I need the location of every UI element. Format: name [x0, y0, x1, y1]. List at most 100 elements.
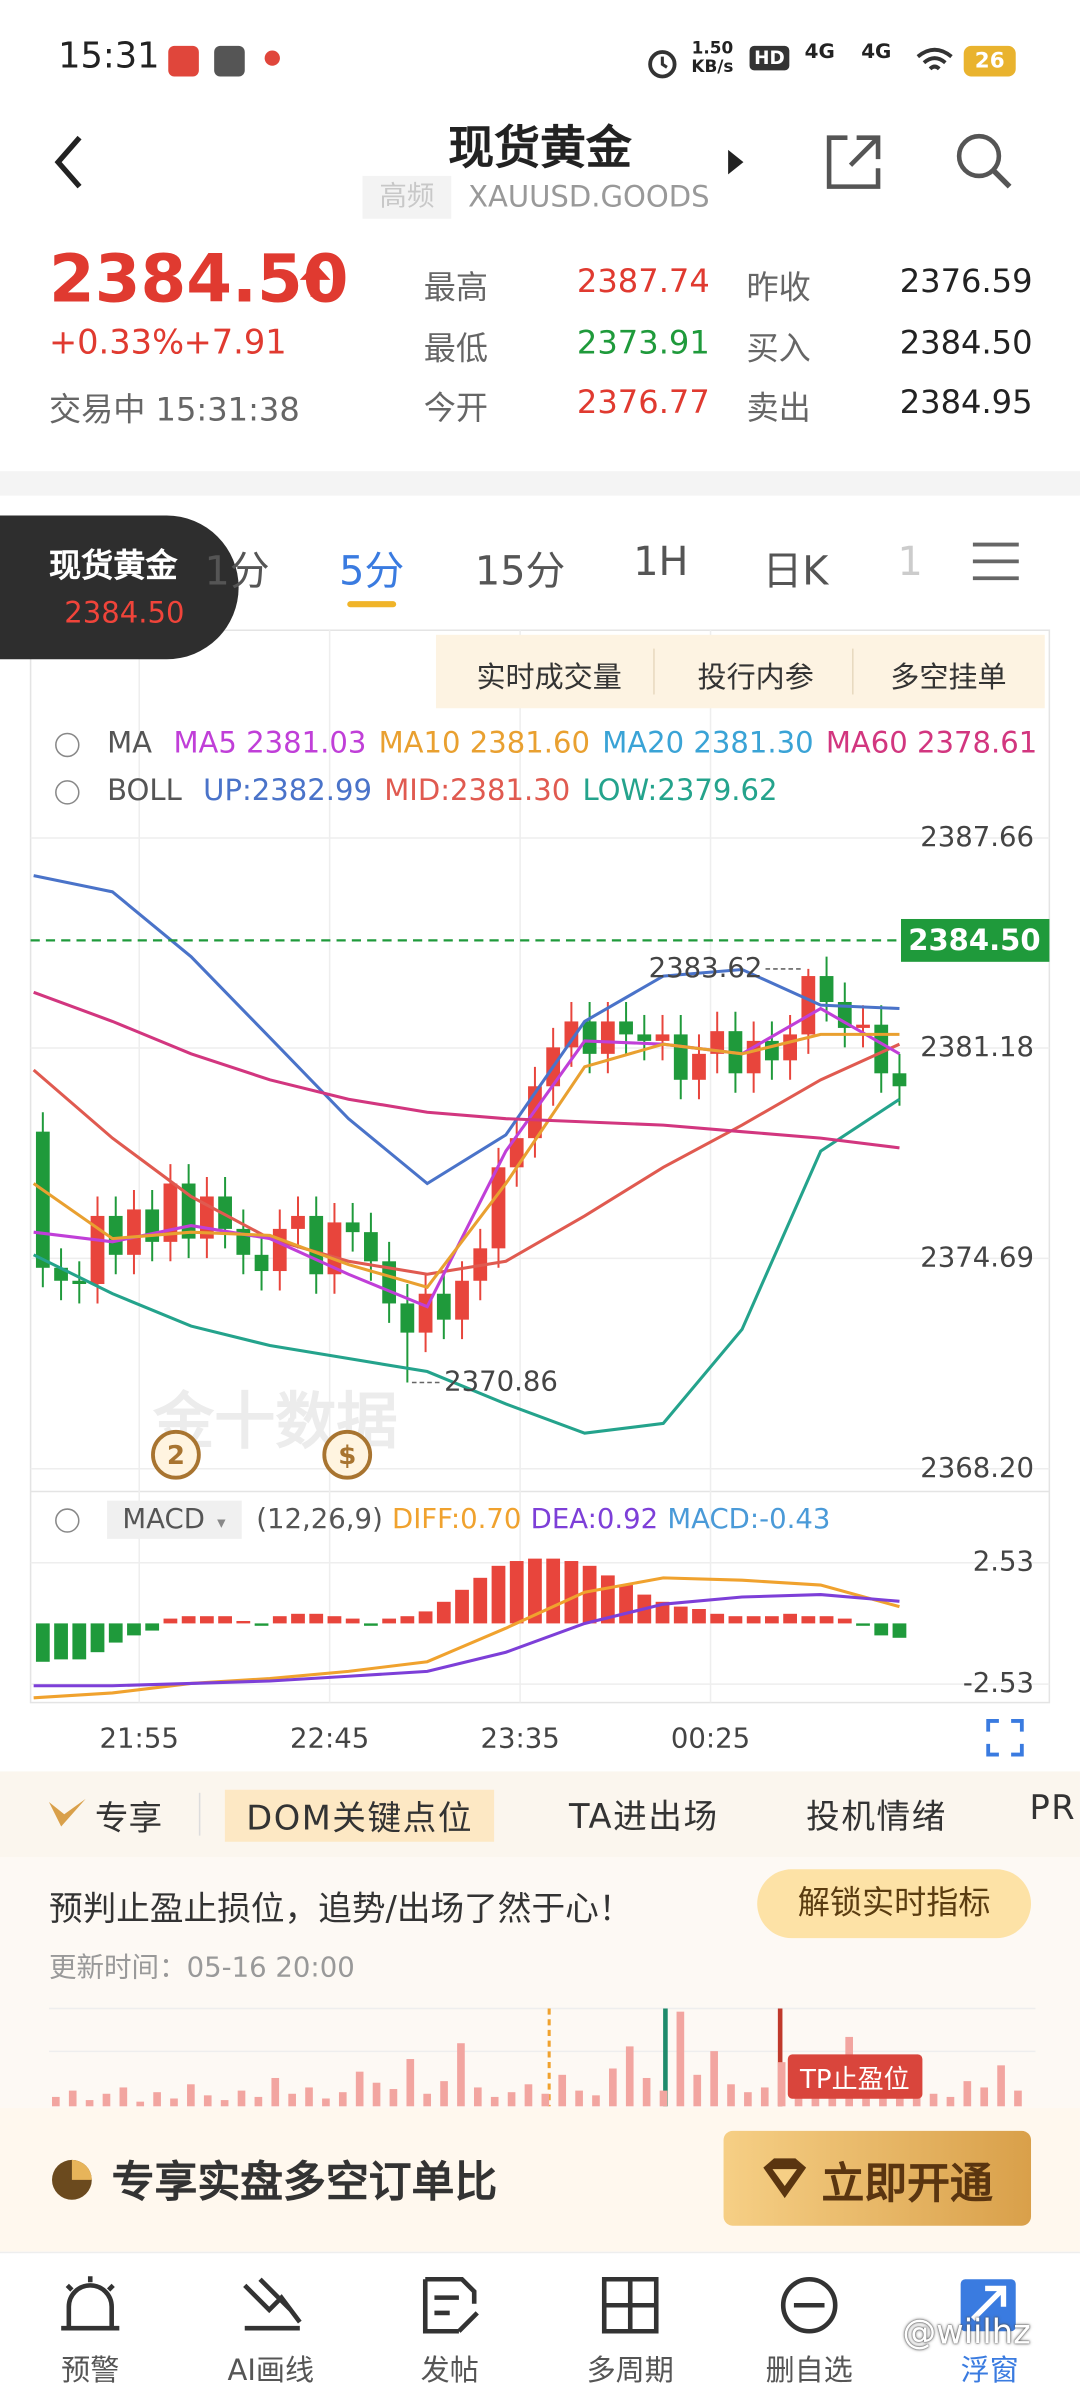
dom-bar — [440, 2081, 448, 2107]
badge-name: 现货黄金 — [48, 547, 178, 585]
legend-item: MID:2381.30 — [384, 774, 571, 808]
nav-item[interactable]: 删自选 — [765, 2354, 853, 2388]
dom-bar — [1014, 2090, 1022, 2107]
dom-bar — [592, 2095, 600, 2107]
macd-bar — [728, 1616, 743, 1624]
menu-button[interactable] — [970, 538, 1022, 584]
open-button[interactable]: 立即开通 — [723, 2130, 1032, 2226]
dom-bar — [355, 2071, 364, 2107]
tool-button[interactable]: 实时成交量 — [476, 660, 622, 695]
nav-item[interactable]: AI画线 — [227, 2354, 315, 2388]
candle-body — [108, 1215, 123, 1255]
up-arrow — [299, 263, 331, 297]
candle-body — [600, 1021, 615, 1054]
dom-bar — [338, 2092, 347, 2107]
macd-selector[interactable]: MACD ▾ — [107, 1500, 241, 1539]
share-button[interactable] — [823, 132, 884, 193]
user-watermark: @wiilhz — [902, 2314, 1031, 2353]
feature-tab[interactable]: DOM关键点位 — [224, 1789, 495, 1842]
trading-status: 交易中 15:31:38 — [48, 391, 300, 429]
dom-bar — [457, 2043, 465, 2107]
macd-bar — [455, 1589, 469, 1624]
candle-body — [856, 1024, 870, 1028]
bottom-nav — [0, 2251, 1080, 2399]
x-tick-label: 21:55 — [100, 1722, 179, 1754]
next-arrow[interactable] — [725, 147, 746, 178]
banner-text: 专享实盘多空订单比 — [111, 2156, 498, 2208]
period-tab[interactable]: 15分 — [474, 549, 566, 596]
float-badge[interactable]: 现货黄金 2384.50 — [0, 515, 239, 660]
feature-tab[interactable]: PR — [1029, 1789, 1077, 1828]
macd-bar — [582, 1565, 597, 1624]
dom-bar — [929, 2093, 938, 2107]
stat-value: 2384.50 — [899, 323, 1033, 361]
nav-item[interactable]: 多周期 — [586, 2354, 674, 2388]
feature-brand: 专享 — [94, 1800, 163, 1839]
dom-bar — [980, 2087, 989, 2107]
back-button[interactable] — [46, 132, 92, 193]
macd-bar — [364, 1623, 378, 1626]
legend-item: MA5 2381.03 — [173, 726, 367, 761]
unlock-button[interactable]: 解锁实时指标 — [757, 1869, 1032, 1939]
macd-bar — [436, 1601, 451, 1624]
dom-bar — [220, 2100, 229, 2107]
macd-bar — [491, 1565, 506, 1624]
period-tab[interactable]: 日K — [762, 549, 829, 596]
candle-body — [309, 1215, 324, 1275]
y-tick-label: 2381.18 — [920, 1031, 1034, 1063]
update-time: 更新时间：05-16 20:00 — [48, 1951, 355, 1985]
macd-bar — [254, 1623, 269, 1626]
candle-body — [710, 1031, 725, 1054]
period-tab[interactable]: 5分 — [339, 549, 405, 596]
x-tick-label: 00:25 — [671, 1722, 750, 1754]
macd-bar — [291, 1613, 305, 1624]
last-price-box — [900, 918, 1050, 962]
candle-body — [783, 1034, 797, 1061]
macd-item: DIFF:0.70 — [391, 1503, 522, 1536]
dom-bar — [693, 2074, 702, 2107]
legend-item: MA60 2378.61 — [825, 726, 1038, 761]
period-tab[interactable]: 1分 — [204, 549, 270, 596]
tab-underline — [347, 601, 397, 608]
y-tick-label: 2.53 — [973, 1546, 1034, 1578]
search-button[interactable] — [951, 128, 1015, 192]
macd-bar — [236, 1620, 251, 1624]
stat-label: 今开 — [423, 390, 488, 427]
dom-bar — [524, 2084, 533, 2107]
candle-body — [291, 1215, 305, 1229]
candle-body — [491, 1167, 506, 1249]
macd-bar — [874, 1623, 889, 1636]
dropdown-arrow: ▾ — [217, 1512, 226, 1533]
macd-legend: MACD ▾ (12,26,9) DIFF:0.70 DEA:0.92 MACD:-0.4… — [107, 1500, 830, 1539]
tool-button[interactable]: 投行内参 — [697, 660, 814, 695]
nav-item[interactable]: 浮窗 — [960, 2354, 1019, 2388]
period-tab[interactable]: 1H — [633, 539, 689, 586]
dom-bar — [187, 2084, 195, 2107]
period-tab[interactable]: 1 — [897, 539, 923, 586]
stat-value: 2387.74 — [576, 263, 710, 300]
tool-button[interactable]: 多空挂单 — [890, 660, 1007, 695]
macd-bar — [710, 1613, 725, 1624]
nav-item[interactable]: 发帖 — [420, 2354, 479, 2388]
nav-item[interactable]: 预警 — [61, 2354, 120, 2388]
dom-bar — [558, 2074, 567, 2107]
frequency-tag: 高频 — [362, 175, 452, 219]
legend-row: MA MA5 2381.03 MA10 2381.60 MA20 2381.30 MA6… — [107, 727, 1037, 761]
alarm-icon — [648, 50, 677, 79]
stat-label: 买入 — [746, 329, 811, 367]
fullscreen-button[interactable] — [985, 1718, 1025, 1758]
candle-body — [564, 1021, 579, 1048]
macd-bar — [819, 1616, 834, 1624]
dom-bar — [153, 2092, 161, 2107]
feature-tab[interactable]: 投机情绪 — [806, 1798, 947, 1838]
candle-body — [218, 1196, 232, 1229]
chart-frame — [29, 629, 1051, 1704]
macd-bar — [218, 1616, 232, 1624]
status-icons — [168, 45, 280, 77]
macd-params: (12,26,9) — [256, 1503, 383, 1536]
macd-bar — [272, 1616, 287, 1624]
legend-label: MA — [107, 726, 153, 761]
feature-tab[interactable]: TA进出场 — [569, 1798, 719, 1838]
macd-bar — [108, 1623, 123, 1643]
